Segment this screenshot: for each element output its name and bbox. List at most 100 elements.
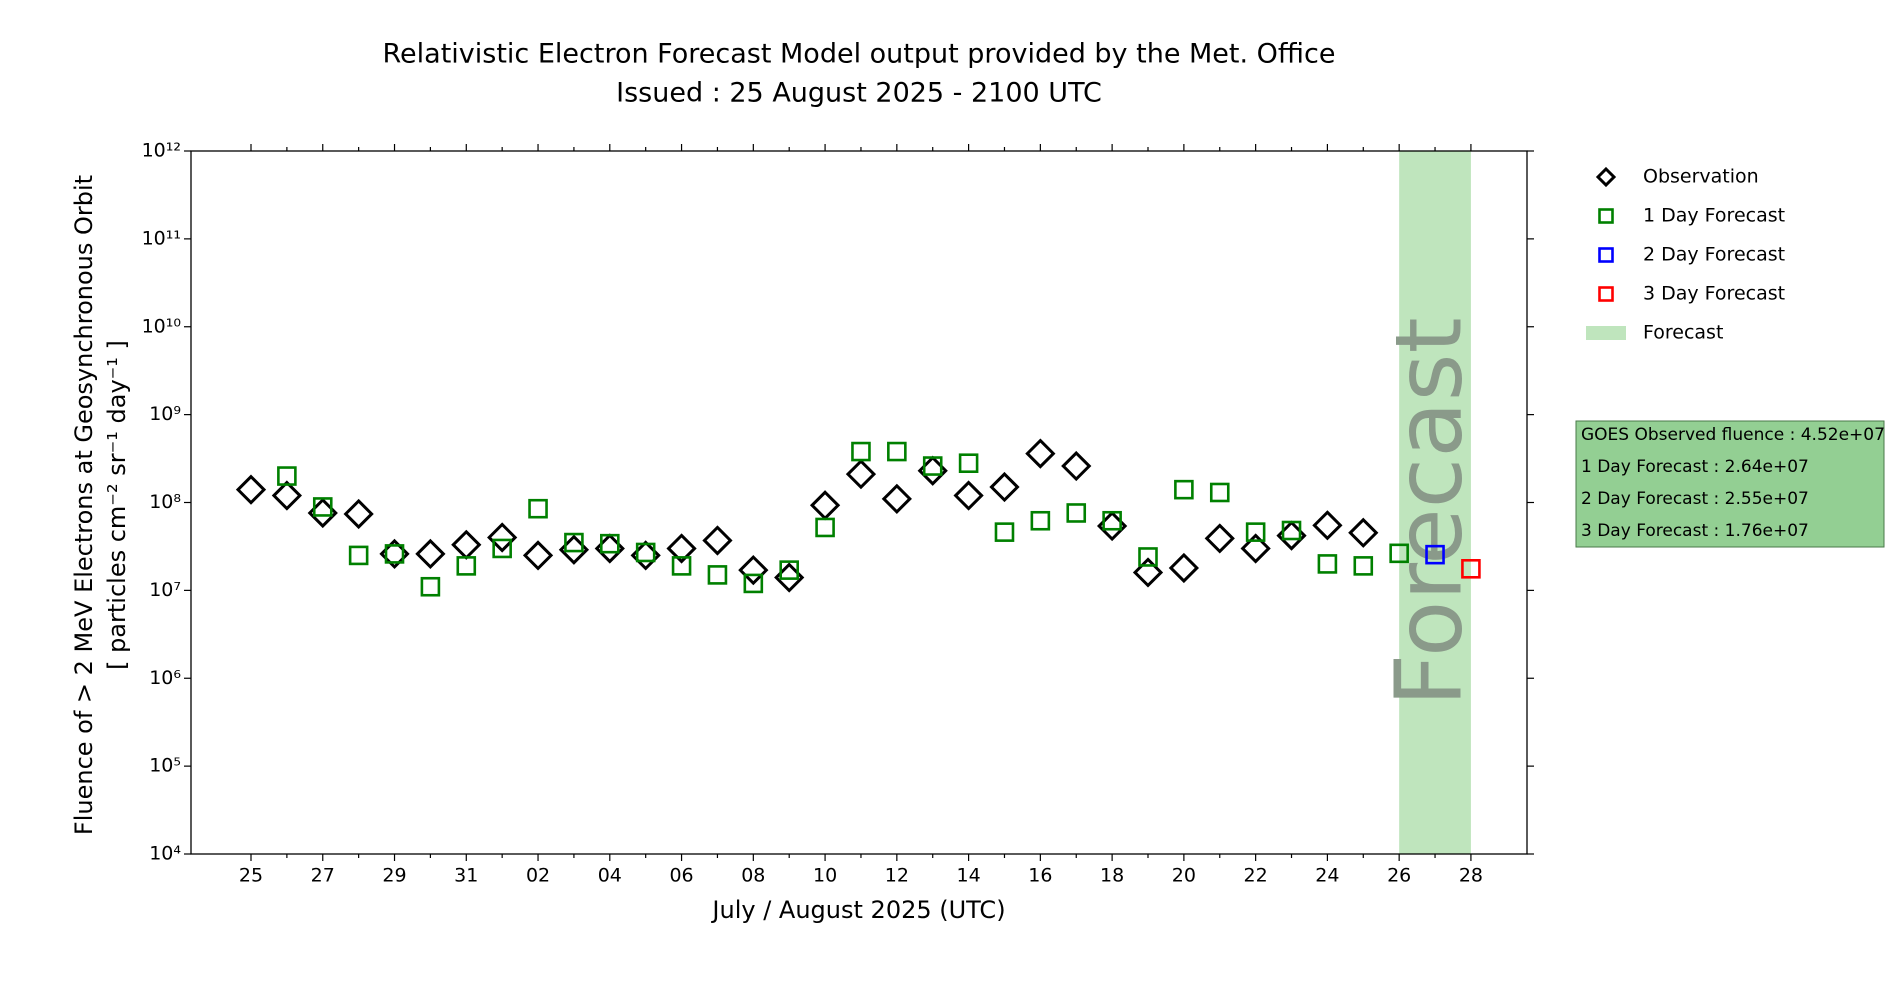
forecast-band xyxy=(1399,151,1471,854)
x-tick-label: 14 xyxy=(957,865,981,887)
forecast-band-label: Forecast xyxy=(1375,317,1482,706)
square-marker xyxy=(1102,510,1122,531)
square-marker xyxy=(887,441,907,462)
square-marker xyxy=(1425,544,1445,565)
info-line: GOES Observed fluence : 4.52e+07 xyxy=(1581,425,1885,445)
diamond-marker xyxy=(235,474,267,505)
square-marker xyxy=(564,532,584,553)
diamond-marker xyxy=(1168,552,1200,584)
x-axis-label: July / August 2025 (UTC) xyxy=(710,896,1005,924)
y-tick-label: 10⁸ xyxy=(149,491,181,513)
diamond-marker xyxy=(1204,523,1235,554)
square-marker xyxy=(312,497,333,517)
square-marker xyxy=(779,560,800,580)
plot-frame xyxy=(190,150,1528,855)
square-marker xyxy=(994,522,1015,542)
square-marker xyxy=(815,517,835,538)
y-tick-label: 10⁵ xyxy=(149,755,181,777)
square-marker xyxy=(492,538,512,559)
square-marker xyxy=(1174,479,1194,500)
legend-label: 3 Day Forecast xyxy=(1643,283,1785,305)
diamond-marker xyxy=(702,525,733,556)
y-tick-label: 10⁶ xyxy=(149,667,181,689)
diamond-marker xyxy=(1348,517,1379,548)
legend-label: 1 Day Forecast xyxy=(1643,205,1785,227)
y-axis-label: [ particles cm⁻² sr⁻¹ day⁻¹ ] xyxy=(103,340,131,670)
legend-marker xyxy=(1598,286,1614,302)
legend-marker xyxy=(1598,247,1614,263)
y-tick-label: 10⁴ xyxy=(149,843,181,865)
x-tick-label: 02 xyxy=(526,865,550,887)
diamond-marker xyxy=(487,522,518,553)
legend-patch xyxy=(1586,326,1626,340)
legend-label: Observation xyxy=(1643,166,1759,188)
square-marker xyxy=(1030,510,1051,531)
diamond-marker xyxy=(738,555,769,586)
diamond-marker xyxy=(1312,510,1343,541)
x-tick-label: 26 xyxy=(1387,865,1411,887)
square-marker xyxy=(1066,503,1087,523)
square-marker xyxy=(851,441,871,462)
chart-subtitle: Issued : 25 August 2025 - 2100 UTC xyxy=(616,78,1102,109)
y-tick-label: 10¹¹ xyxy=(142,227,181,249)
diamond-marker xyxy=(271,480,303,511)
x-tick-label: 27 xyxy=(311,865,335,887)
diamond-marker xyxy=(1061,450,1092,482)
y-tick-label: 10⁹ xyxy=(149,403,181,425)
square-marker xyxy=(1245,522,1266,542)
diamond-marker xyxy=(1132,557,1164,588)
y-tick-label: 10¹² xyxy=(142,140,181,162)
square-marker xyxy=(528,498,548,519)
chart-title: Relativistic Electron Forecast Model out… xyxy=(383,39,1336,70)
diamond-marker xyxy=(1240,533,1271,564)
info-line: 3 Day Forecast : 1.76e+07 xyxy=(1581,521,1809,541)
square-marker xyxy=(958,453,979,474)
square-marker xyxy=(671,556,692,576)
x-tick-label: 25 xyxy=(239,865,263,887)
square-marker xyxy=(1138,547,1158,567)
square-marker xyxy=(277,466,297,486)
square-marker xyxy=(743,573,764,594)
x-tick-label: 10 xyxy=(813,865,837,887)
x-tick-label: 24 xyxy=(1315,865,1339,887)
square-marker xyxy=(1461,559,1481,579)
square-marker xyxy=(348,545,369,566)
diamond-marker xyxy=(953,480,984,511)
square-marker xyxy=(635,542,656,563)
square-marker xyxy=(1353,556,1374,576)
diamond-marker xyxy=(343,498,374,530)
info-line: 2 Day Forecast : 2.55e+07 xyxy=(1581,489,1809,509)
square-marker xyxy=(1389,543,1409,564)
diamond-marker xyxy=(1025,438,1056,469)
x-tick-label: 31 xyxy=(454,865,478,887)
diamond-marker xyxy=(522,540,554,571)
square-marker xyxy=(1281,520,1302,541)
square-marker xyxy=(922,456,943,476)
diamond-marker xyxy=(845,459,877,490)
square-marker xyxy=(1317,554,1338,574)
diamond-marker xyxy=(415,538,446,570)
square-marker xyxy=(707,565,728,585)
legend-marker xyxy=(1595,166,1617,188)
info-box xyxy=(1575,420,1885,548)
square-marker xyxy=(1209,482,1230,503)
info-line: 1 Day Forecast : 2.64e+07 xyxy=(1581,457,1809,477)
legend-marker xyxy=(1598,208,1614,224)
diamond-marker xyxy=(881,483,912,514)
square-marker xyxy=(420,576,441,597)
diamond-marker xyxy=(809,490,841,521)
x-tick-label: 08 xyxy=(741,865,765,887)
diamond-marker xyxy=(666,533,697,564)
x-tick-label: 18 xyxy=(1100,865,1124,887)
square-marker xyxy=(384,544,405,564)
diamond-marker xyxy=(989,471,1020,503)
x-tick-label: 16 xyxy=(1028,865,1052,887)
x-tick-label: 20 xyxy=(1172,865,1196,887)
x-tick-label: 04 xyxy=(598,865,622,887)
x-tick-label: 12 xyxy=(885,865,909,887)
x-tick-label: 29 xyxy=(382,865,406,887)
y-tick-label: 10¹⁰ xyxy=(142,315,181,337)
square-marker xyxy=(456,556,477,576)
legend-label: Forecast xyxy=(1643,322,1723,344)
square-marker xyxy=(599,533,620,554)
